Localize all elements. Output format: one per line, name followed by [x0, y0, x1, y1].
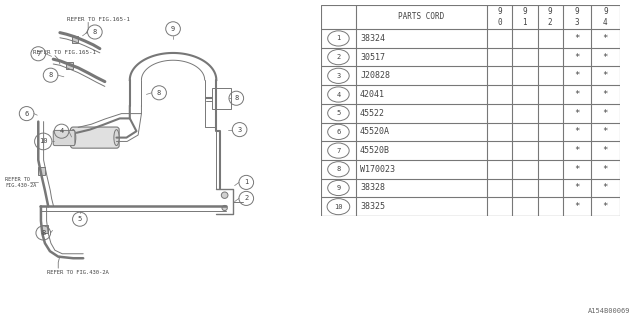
Text: 45522: 45522 — [360, 109, 385, 118]
Text: REFER TO FIG.430-2A: REFER TO FIG.430-2A — [47, 269, 108, 275]
Text: PARTS CORD: PARTS CORD — [398, 12, 444, 21]
Text: 10: 10 — [39, 139, 47, 144]
FancyBboxPatch shape — [66, 62, 72, 69]
Text: 38328: 38328 — [360, 183, 385, 192]
Text: W170023: W170023 — [360, 165, 395, 174]
Text: 9
4: 9 4 — [603, 7, 607, 27]
Text: J20828: J20828 — [360, 71, 390, 80]
FancyBboxPatch shape — [70, 127, 119, 148]
FancyBboxPatch shape — [53, 130, 75, 146]
Text: *: * — [603, 71, 608, 80]
Text: 45520B: 45520B — [360, 146, 390, 155]
Text: *: * — [603, 34, 608, 43]
Text: *: * — [603, 202, 608, 211]
Text: *: * — [574, 52, 580, 62]
Text: 30517: 30517 — [360, 52, 385, 62]
Text: *: * — [574, 146, 580, 155]
FancyBboxPatch shape — [72, 36, 78, 43]
Text: *: * — [574, 165, 580, 174]
Text: 8: 8 — [49, 72, 52, 78]
Text: *: * — [603, 183, 608, 192]
Text: 9: 9 — [336, 185, 340, 191]
Text: 5: 5 — [77, 216, 82, 222]
Text: *: * — [574, 71, 580, 80]
Text: 6: 6 — [24, 111, 29, 116]
Text: *: * — [603, 90, 608, 99]
Text: 6: 6 — [336, 129, 340, 135]
Text: 8: 8 — [93, 29, 97, 35]
Circle shape — [221, 192, 228, 198]
Text: A154B00069: A154B00069 — [588, 308, 630, 314]
Text: 10: 10 — [334, 204, 342, 210]
Text: 8: 8 — [234, 95, 239, 101]
Text: REFER TO FIG.165-1: REFER TO FIG.165-1 — [33, 51, 96, 55]
Text: *: * — [603, 52, 608, 62]
Text: *: * — [603, 109, 608, 118]
Text: REFER TO FIG.165-1: REFER TO FIG.165-1 — [67, 17, 129, 22]
Text: *: * — [603, 146, 608, 155]
Text: 8: 8 — [336, 166, 340, 172]
FancyBboxPatch shape — [38, 167, 45, 175]
Circle shape — [222, 205, 227, 211]
Text: 45520A: 45520A — [360, 127, 390, 136]
Text: 4: 4 — [60, 128, 64, 134]
Text: 2: 2 — [336, 54, 340, 60]
Text: *: * — [574, 109, 580, 118]
Ellipse shape — [70, 130, 76, 146]
Text: 8: 8 — [41, 230, 45, 236]
Text: 38324: 38324 — [360, 34, 385, 43]
Text: 1: 1 — [336, 36, 340, 41]
Text: 5: 5 — [336, 110, 340, 116]
Text: 9
2: 9 2 — [548, 7, 552, 27]
Text: *: * — [574, 127, 580, 136]
Text: *: * — [603, 127, 608, 136]
Text: 9
1: 9 1 — [522, 7, 527, 27]
Text: 2: 2 — [244, 196, 248, 201]
Text: 7: 7 — [336, 148, 340, 154]
Text: 7: 7 — [36, 51, 40, 57]
Text: *: * — [574, 202, 580, 211]
Text: 9
0: 9 0 — [497, 7, 502, 27]
Text: *: * — [574, 90, 580, 99]
Text: 3: 3 — [336, 73, 340, 79]
Text: 1: 1 — [244, 180, 248, 185]
Text: *: * — [603, 165, 608, 174]
FancyBboxPatch shape — [40, 225, 48, 233]
Text: 9: 9 — [171, 26, 175, 32]
Text: REFER TO
FIG.430-2A: REFER TO FIG.430-2A — [5, 177, 36, 188]
Text: 3: 3 — [237, 127, 242, 132]
Text: *: * — [574, 34, 580, 43]
Ellipse shape — [114, 130, 119, 146]
Text: 8: 8 — [157, 90, 161, 96]
Text: 42041: 42041 — [360, 90, 385, 99]
Text: 38325: 38325 — [360, 202, 385, 211]
Text: 4: 4 — [336, 92, 340, 98]
Text: *: * — [574, 183, 580, 192]
Text: 9
3: 9 3 — [575, 7, 579, 27]
